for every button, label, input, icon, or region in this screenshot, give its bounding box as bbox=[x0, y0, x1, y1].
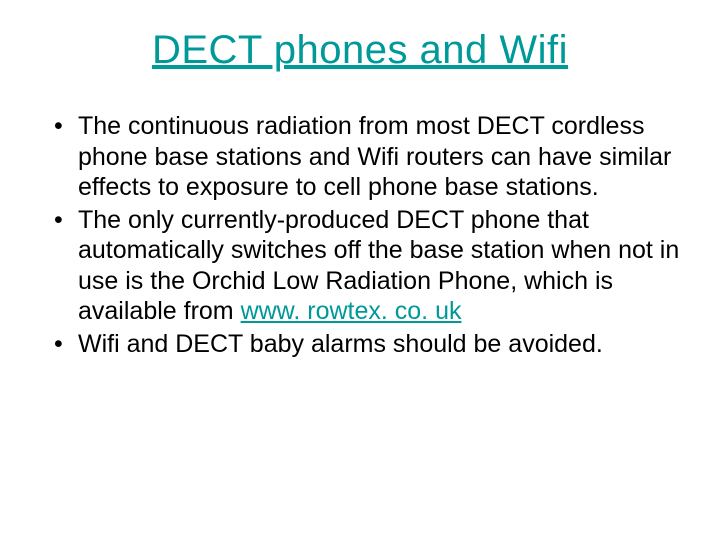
slide: DECT phones and Wifi The continuous radi… bbox=[0, 0, 720, 540]
bullet-text: The continuous radiation from most DECT … bbox=[78, 112, 671, 201]
list-item: The only currently-produced DECT phone t… bbox=[50, 205, 680, 327]
list-item: The continuous radiation from most DECT … bbox=[50, 111, 680, 203]
inline-link[interactable]: www. rowtex. co. uk bbox=[241, 297, 462, 325]
slide-title: DECT phones and Wifi bbox=[40, 28, 680, 73]
list-item: Wifi and DECT baby alarms should be avoi… bbox=[50, 329, 680, 360]
bullet-text: Wifi and DECT baby alarms should be avoi… bbox=[78, 330, 603, 358]
bullet-list: The continuous radiation from most DECT … bbox=[40, 111, 680, 359]
